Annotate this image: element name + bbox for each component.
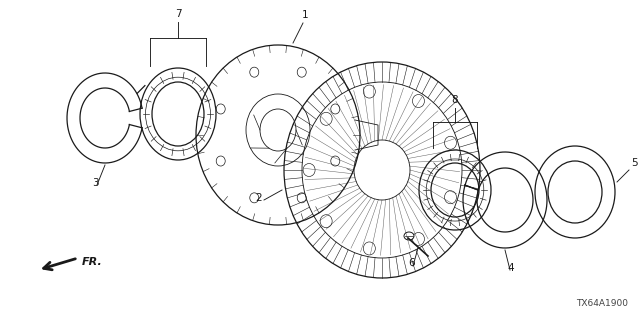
Text: 6: 6 xyxy=(409,258,415,268)
Text: TX64A1900: TX64A1900 xyxy=(576,299,628,308)
Ellipse shape xyxy=(404,232,414,240)
Text: 8: 8 xyxy=(452,95,458,105)
Text: FR.: FR. xyxy=(82,257,103,267)
Text: 2: 2 xyxy=(255,193,262,203)
Text: 7: 7 xyxy=(175,9,181,19)
Text: 5: 5 xyxy=(631,158,637,168)
Text: 4: 4 xyxy=(508,263,515,273)
Text: 1: 1 xyxy=(301,10,308,20)
Text: 3: 3 xyxy=(92,178,99,188)
